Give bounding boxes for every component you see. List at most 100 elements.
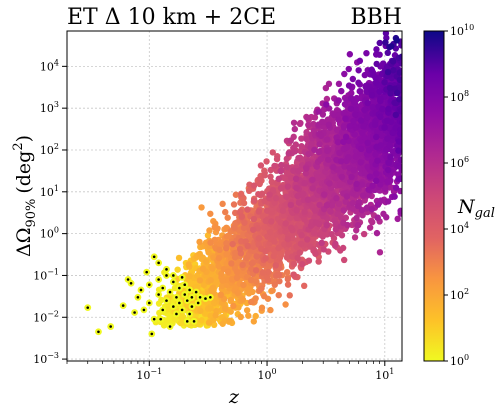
marked-point-dot	[172, 274, 175, 277]
data-point	[335, 200, 343, 208]
data-point	[282, 301, 289, 308]
data-point	[186, 272, 193, 280]
data-point	[267, 173, 274, 180]
data-point	[340, 207, 347, 214]
data-point	[368, 87, 375, 94]
y-axis-label-unit: (deg	[13, 151, 35, 194]
data-point	[275, 175, 282, 183]
data-point	[364, 163, 371, 170]
data-point	[384, 49, 392, 57]
data-point	[246, 288, 254, 296]
data-point	[266, 191, 273, 198]
data-point	[234, 289, 241, 297]
data-point	[287, 137, 295, 144]
data-point	[397, 130, 402, 138]
data-point	[284, 235, 292, 243]
data-point	[224, 214, 231, 221]
marked-point-dot	[157, 261, 160, 265]
data-point	[292, 175, 300, 183]
data-point	[372, 151, 379, 158]
data-point	[330, 163, 337, 171]
colorbar-label: Ngal	[457, 196, 495, 221]
data-point	[294, 192, 301, 200]
data-point	[352, 153, 359, 160]
data-point	[308, 140, 315, 147]
data-point	[286, 292, 293, 299]
data-point	[215, 263, 222, 270]
data-point	[381, 124, 388, 131]
marked-point-dot	[148, 283, 151, 287]
data-point	[353, 214, 360, 222]
data-point	[326, 180, 333, 187]
data-point	[255, 208, 263, 215]
data-point	[394, 215, 401, 223]
data-point	[227, 296, 235, 304]
data-point	[237, 208, 244, 215]
data-point	[258, 304, 266, 311]
data-point	[253, 278, 260, 285]
data-point	[397, 156, 402, 164]
data-point	[341, 163, 348, 170]
data-point	[354, 222, 362, 229]
data-point	[211, 224, 218, 231]
data-point	[206, 227, 213, 234]
marked-point-dot	[194, 290, 198, 294]
data-point	[395, 147, 402, 154]
data-point	[216, 246, 223, 254]
data-point	[300, 190, 307, 197]
data-point	[324, 147, 331, 155]
marked-point-dot	[161, 286, 165, 290]
marked-point-dot	[209, 296, 212, 299]
data-point	[303, 129, 310, 136]
data-point	[377, 97, 384, 105]
data-point	[250, 318, 258, 325]
data-point	[250, 215, 258, 223]
data-point	[311, 146, 318, 154]
y-tick-label: 10−1	[33, 267, 59, 282]
data-point	[299, 261, 306, 268]
data-point	[237, 190, 245, 198]
data-point	[287, 214, 294, 222]
data-point	[290, 260, 298, 268]
data-point	[295, 154, 302, 162]
data-point	[389, 129, 397, 137]
data-point	[300, 282, 308, 290]
data-point	[283, 163, 291, 171]
marked-point-dot	[165, 274, 168, 277]
data-point	[243, 307, 251, 314]
data-point	[199, 265, 207, 272]
data-point	[261, 172, 268, 179]
y-axis-label-unit-exp: 2	[11, 142, 26, 150]
colorbar-tick-label: 108	[450, 89, 469, 104]
data-point	[360, 123, 367, 130]
data-point	[314, 174, 321, 181]
data-point	[390, 67, 397, 74]
data-point	[310, 229, 318, 236]
data-point	[207, 276, 214, 284]
y-axis-label: ΔΩ90% (deg2)	[11, 135, 39, 257]
data-point	[376, 249, 384, 256]
data-point	[269, 149, 276, 156]
data-point	[346, 51, 354, 58]
data-point	[304, 236, 311, 243]
marked-point-dot	[192, 320, 196, 323]
data-point	[348, 95, 355, 102]
data-point	[297, 240, 305, 247]
data-point	[221, 305, 229, 312]
data-point	[310, 195, 317, 202]
data-point	[198, 317, 205, 324]
data-point	[292, 141, 300, 148]
marked-point-dot	[109, 325, 112, 328]
data-point	[359, 192, 367, 199]
data-point	[285, 150, 292, 157]
data-point	[309, 185, 316, 192]
data-point	[198, 204, 205, 211]
data-point	[357, 117, 365, 124]
data-point	[353, 227, 360, 234]
x-tick-label: 101	[375, 367, 394, 382]
data-point	[239, 296, 247, 303]
data-point	[332, 226, 339, 233]
data-point	[245, 187, 253, 195]
data-point	[177, 319, 185, 327]
data-point	[223, 245, 230, 252]
